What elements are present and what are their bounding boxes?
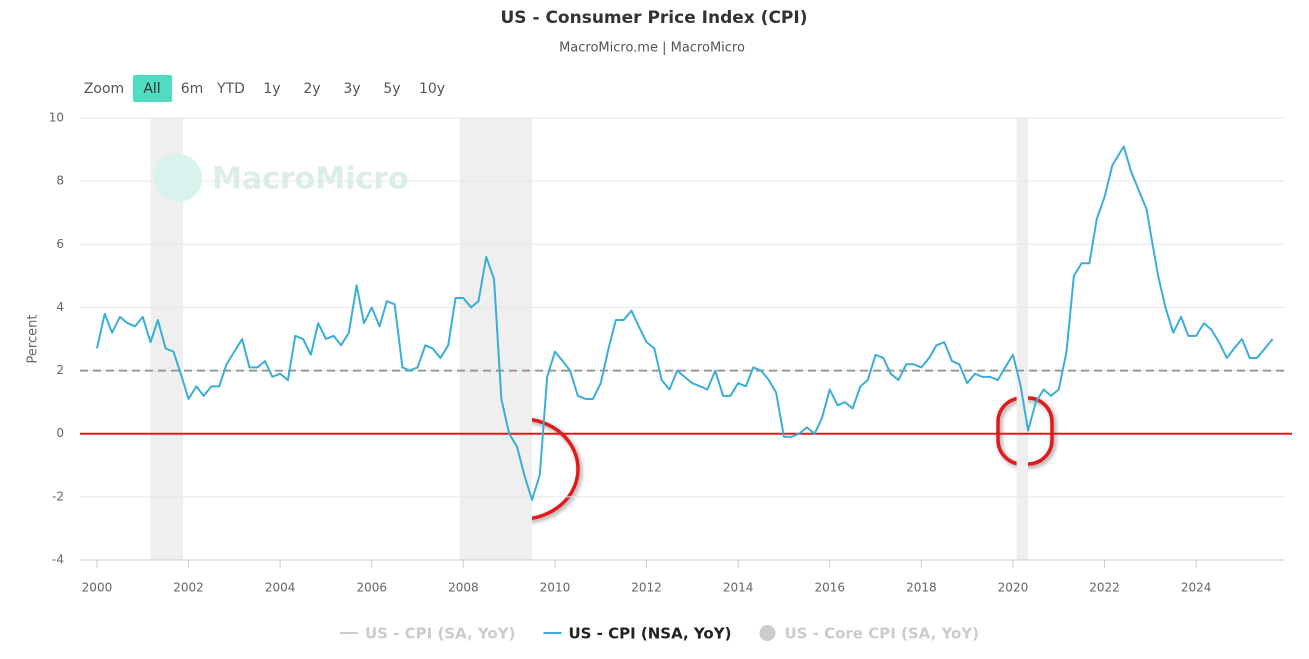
range-button[interactable]: 6m [181,81,204,97]
y-tick-label: 2 [56,363,64,377]
chart-subtitle: MacroMicro.me | MacroMicro [559,41,745,56]
zoom-label: Zoom [84,81,124,97]
y-tick-label: -4 [52,553,64,567]
legend-entry[interactable]: US - CPI (NSA, YoY) [568,625,731,643]
x-tick-label: 2010 [540,581,571,595]
y-tick-label: 4 [56,300,64,314]
x-tick-label: 2020 [998,581,1029,595]
x-tick-label: 2024 [1181,581,1212,595]
watermark-text: MacroMicro [212,162,409,197]
chart-title: US - Consumer Price Index (CPI) [501,8,808,28]
y-tick-label: 10 [49,111,64,125]
y-tick-label: 6 [56,237,64,251]
x-tick-label: 2022 [1089,581,1120,595]
range-button[interactable]: YTD [216,81,245,97]
series-line [95,145,1274,502]
range-button[interactable]: All [143,81,160,97]
y-tick-label: 0 [56,426,64,440]
x-tick-label: 2008 [448,581,479,595]
x-tick-label: 2014 [723,581,754,595]
x-tick-label: 2012 [631,581,662,595]
y-tick-label: 8 [56,174,64,188]
x-tick-label: 2016 [814,581,845,595]
shaded-period [1016,118,1029,560]
range-button[interactable]: 10y [419,81,445,97]
range-button[interactable]: 1y [263,81,280,97]
legend-symbol [759,625,776,641]
y-axis-label: Percent [26,315,41,364]
range-button[interactable]: 2y [303,81,320,97]
shaded-period [459,118,533,560]
y-tick-label: -2 [52,489,64,503]
x-tick-label: 2004 [265,581,296,595]
watermark: MacroMicro [154,154,409,202]
x-tick-label: 2000 [82,581,113,595]
legend-entry[interactable]: US - CPI (SA, YoY) [365,625,515,643]
range-button[interactable]: 3y [343,81,360,97]
x-tick-label: 2018 [906,581,937,595]
watermark-icon [154,154,202,202]
range-button-bg [133,75,172,102]
legend-entry[interactable]: US - Core CPI (SA, YoY) [784,625,979,643]
x-tick-label: 2006 [356,581,387,595]
x-tick-label: 2002 [173,581,204,595]
range-button[interactable]: 5y [383,81,400,97]
